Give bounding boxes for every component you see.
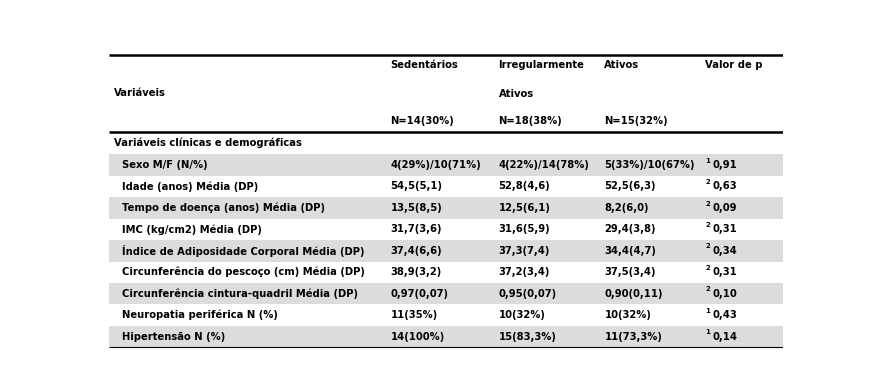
Text: 2: 2	[705, 179, 709, 185]
Text: 4(22%)/14(78%): 4(22%)/14(78%)	[498, 160, 588, 170]
Text: 12,5(6,1): 12,5(6,1)	[498, 203, 550, 213]
Text: 13,5(8,5): 13,5(8,5)	[390, 203, 441, 213]
Text: Ativos: Ativos	[604, 60, 639, 70]
Text: Valor de p: Valor de p	[705, 60, 762, 70]
Text: 31,7(3,6): 31,7(3,6)	[390, 224, 441, 234]
Text: N=14(30%): N=14(30%)	[390, 116, 454, 126]
Text: 2: 2	[705, 222, 709, 228]
Text: 15(83,3%): 15(83,3%)	[498, 332, 555, 342]
Text: Hipertensão N (%): Hipertensão N (%)	[122, 332, 225, 342]
Bar	[109, 283, 782, 305]
Text: 52,8(4,6): 52,8(4,6)	[498, 181, 549, 191]
Text: 11(35%): 11(35%)	[390, 310, 437, 320]
Text: 37,2(3,4): 37,2(3,4)	[498, 267, 549, 277]
Text: 34,4(4,7): 34,4(4,7)	[604, 246, 655, 256]
Text: 2: 2	[705, 243, 709, 249]
Text: Idade (anos) Média (DP): Idade (anos) Média (DP)	[122, 181, 258, 192]
Text: 0,43: 0,43	[712, 310, 736, 320]
Text: 37,5(3,4): 37,5(3,4)	[604, 267, 655, 277]
Bar	[109, 197, 782, 219]
Bar	[109, 305, 782, 326]
Text: 0,34: 0,34	[712, 246, 736, 256]
Text: IMC (kg/cm2) Média (DP): IMC (kg/cm2) Média (DP)	[122, 224, 262, 234]
Text: 4(29%)/10(71%): 4(29%)/10(71%)	[390, 160, 481, 170]
Text: 2: 2	[705, 201, 709, 207]
Text: Variáveis clínicas e demográficas: Variáveis clínicas e demográficas	[114, 138, 302, 148]
Text: 37,3(7,4): 37,3(7,4)	[498, 246, 549, 256]
Text: 0,95(0,07): 0,95(0,07)	[498, 289, 556, 299]
Text: Sexo M/F (N/%): Sexo M/F (N/%)	[122, 160, 208, 170]
Text: Índice de Adiposidade Corporal Média (DP): Índice de Adiposidade Corporal Média (DP…	[122, 245, 364, 257]
Text: Variáveis: Variáveis	[114, 88, 166, 98]
Text: 1: 1	[705, 308, 709, 314]
Bar	[109, 176, 782, 197]
Text: 38,9(3,2): 38,9(3,2)	[390, 267, 441, 277]
Text: 10(32%): 10(32%)	[604, 310, 651, 320]
Text: 52,5(6,3): 52,5(6,3)	[604, 181, 655, 191]
Text: 0,31: 0,31	[712, 267, 736, 277]
Text: Tempo de doença (anos) Média (DP): Tempo de doença (anos) Média (DP)	[122, 203, 325, 213]
Text: Ativos: Ativos	[498, 89, 533, 99]
Bar	[109, 154, 782, 176]
Text: 11(73,3%): 11(73,3%)	[604, 332, 661, 342]
Text: 29,4(3,8): 29,4(3,8)	[604, 224, 655, 234]
Text: 0,91: 0,91	[712, 160, 736, 170]
Text: N=15(32%): N=15(32%)	[604, 116, 667, 126]
Text: 1: 1	[705, 158, 709, 163]
Bar	[109, 240, 782, 261]
Text: Sedentários: Sedentários	[390, 60, 458, 70]
Text: 5(33%)/10(67%): 5(33%)/10(67%)	[604, 160, 694, 170]
Text: 0,10: 0,10	[712, 289, 736, 299]
Text: 0,14: 0,14	[712, 332, 736, 342]
Text: 0,09: 0,09	[712, 203, 736, 213]
Text: 0,31: 0,31	[712, 224, 736, 234]
Text: 37,4(6,6): 37,4(6,6)	[390, 246, 441, 256]
Bar	[109, 261, 782, 283]
Text: 54,5(5,1): 54,5(5,1)	[390, 181, 442, 191]
Text: 2: 2	[705, 287, 709, 292]
Text: Circunferência do pescoço (cm) Média (DP): Circunferência do pescoço (cm) Média (DP…	[122, 267, 365, 278]
Bar	[109, 326, 782, 347]
Text: N=18(38%): N=18(38%)	[498, 116, 561, 126]
Text: 8,2(6,0): 8,2(6,0)	[604, 203, 648, 213]
Text: 31,6(5,9): 31,6(5,9)	[498, 224, 549, 234]
Text: Irregularmente: Irregularmente	[498, 60, 584, 70]
Text: 10(32%): 10(32%)	[498, 310, 545, 320]
Text: Circunferência cintura-quadril Média (DP): Circunferência cintura-quadril Média (DP…	[122, 289, 358, 299]
Text: Neuropatia periférica N (%): Neuropatia periférica N (%)	[122, 310, 278, 320]
Text: 2: 2	[705, 265, 709, 271]
Text: 0,97(0,07): 0,97(0,07)	[390, 289, 448, 299]
Text: 14(100%): 14(100%)	[390, 332, 444, 342]
Text: 1: 1	[705, 329, 709, 335]
Bar	[109, 219, 782, 240]
Text: 0,63: 0,63	[712, 181, 736, 191]
Text: 0,90(0,11): 0,90(0,11)	[604, 289, 662, 299]
